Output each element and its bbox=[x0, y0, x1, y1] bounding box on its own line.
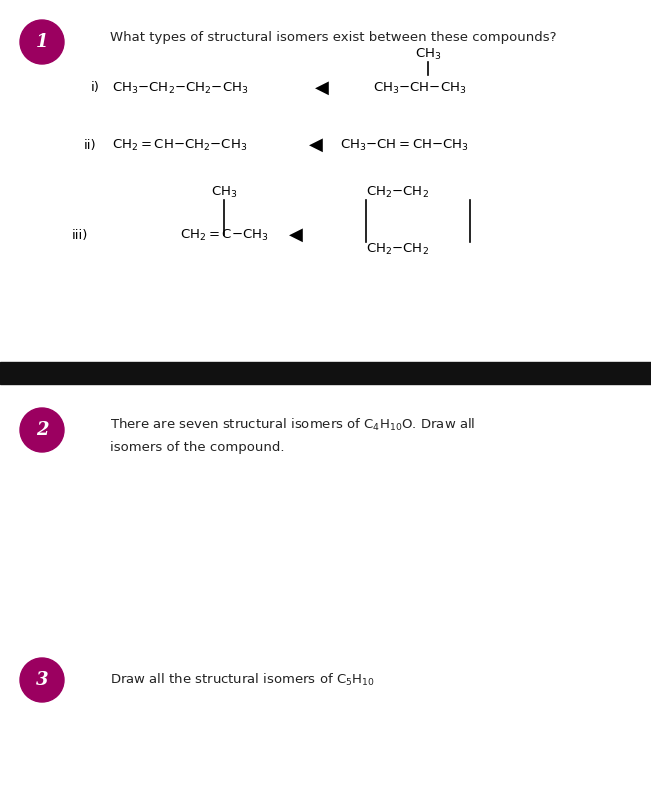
Text: $\mathregular{CH_2{=}C{-}CH_3}$: $\mathregular{CH_2{=}C{-}CH_3}$ bbox=[180, 228, 269, 243]
Text: isomers of the compound.: isomers of the compound. bbox=[110, 442, 284, 454]
Text: 2: 2 bbox=[36, 421, 48, 439]
Text: $\mathregular{CH_2{=}CH{-}CH_2{-}CH_3}$: $\mathregular{CH_2{=}CH{-}CH_2{-}CH_3}$ bbox=[112, 137, 247, 152]
Text: ◀: ◀ bbox=[309, 136, 323, 154]
Text: 1: 1 bbox=[36, 33, 48, 51]
Text: $\mathregular{CH_3}$: $\mathregular{CH_3}$ bbox=[415, 47, 441, 62]
Text: $\mathregular{CH_2{-}CH_2}$: $\mathregular{CH_2{-}CH_2}$ bbox=[366, 185, 429, 200]
Text: ◀: ◀ bbox=[289, 226, 303, 244]
Text: ii): ii) bbox=[83, 138, 96, 152]
Bar bbox=[0, 362, 651, 384]
Circle shape bbox=[20, 658, 64, 702]
Text: i): i) bbox=[91, 81, 100, 95]
Text: ◀: ◀ bbox=[315, 79, 329, 97]
Circle shape bbox=[20, 408, 64, 452]
Text: $\mathregular{CH_3{-}CH_2{-}CH_2{-}CH_3}$: $\mathregular{CH_3{-}CH_2{-}CH_2{-}CH_3}… bbox=[112, 81, 249, 96]
Text: iii): iii) bbox=[72, 228, 88, 242]
Text: There are seven structural isomers of $\mathregular{C_4H_{10}O}$. Draw all: There are seven structural isomers of $\… bbox=[110, 417, 475, 433]
Circle shape bbox=[20, 20, 64, 64]
Text: $\mathregular{CH_3}$: $\mathregular{CH_3}$ bbox=[211, 185, 237, 200]
Text: Draw all the structural isomers of $\mathregular{C_5H_{10}}$: Draw all the structural isomers of $\mat… bbox=[110, 672, 375, 688]
Text: $\mathregular{CH_3{-}CH{=}CH{-}CH_3}$: $\mathregular{CH_3{-}CH{=}CH{-}CH_3}$ bbox=[340, 137, 469, 152]
Text: What types of structural isomers exist between these compounds?: What types of structural isomers exist b… bbox=[110, 32, 557, 44]
Text: $\mathregular{CH_3{-}CH{-}CH_3}$: $\mathregular{CH_3{-}CH{-}CH_3}$ bbox=[373, 81, 467, 96]
Text: $\mathregular{CH_2{-}CH_2}$: $\mathregular{CH_2{-}CH_2}$ bbox=[366, 242, 429, 257]
Text: 3: 3 bbox=[36, 671, 48, 689]
